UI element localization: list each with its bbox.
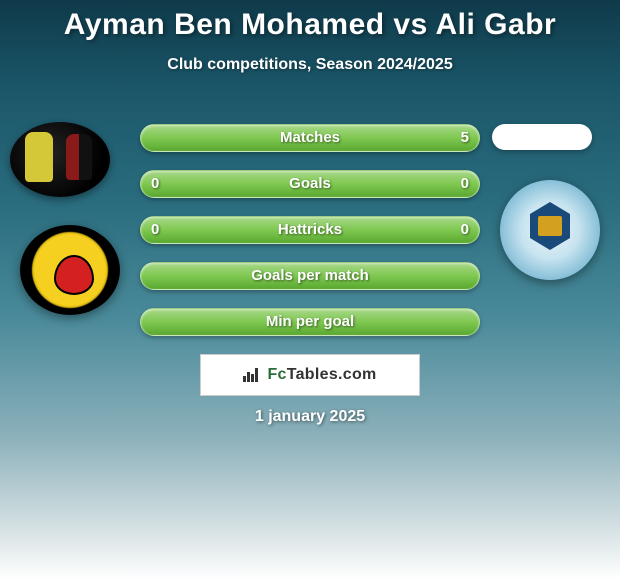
stats-container: Matches 5 0 Goals 0 0 Hattricks 0 Goals …: [140, 124, 480, 354]
logo-text-tables: Tables.com: [287, 366, 377, 384]
stat-row-goals-per-match: Goals per match: [140, 262, 480, 290]
logo-text-fc: Fc: [267, 366, 286, 384]
stat-right-value: 0: [461, 221, 469, 238]
stat-label: Matches: [141, 129, 479, 146]
page-title: Ayman Ben Mohamed vs Ali Gabr: [0, 0, 620, 42]
stat-right-value: 5: [461, 129, 469, 146]
subtitle: Club competitions, Season 2024/2025: [0, 56, 620, 74]
stat-row-min-per-goal: Min per goal: [140, 308, 480, 336]
club-right-badge: [500, 180, 600, 280]
fctables-logo: FcTables.com: [200, 354, 420, 396]
player-left-photo: [10, 122, 110, 197]
stat-right-value: 0: [461, 175, 469, 192]
club-left-badge: [20, 225, 120, 315]
stat-label: Min per goal: [141, 313, 479, 330]
player-right-photo: [492, 124, 592, 150]
stat-row-matches: Matches 5: [140, 124, 480, 152]
stat-label: Hattricks: [141, 221, 479, 238]
bar-chart-icon: [243, 368, 261, 382]
date-text: 1 january 2025: [0, 408, 620, 426]
stat-label: Goals per match: [141, 267, 479, 284]
stat-row-hattricks: 0 Hattricks 0: [140, 216, 480, 244]
stat-row-goals: 0 Goals 0: [140, 170, 480, 198]
stat-label: Goals: [141, 175, 479, 192]
